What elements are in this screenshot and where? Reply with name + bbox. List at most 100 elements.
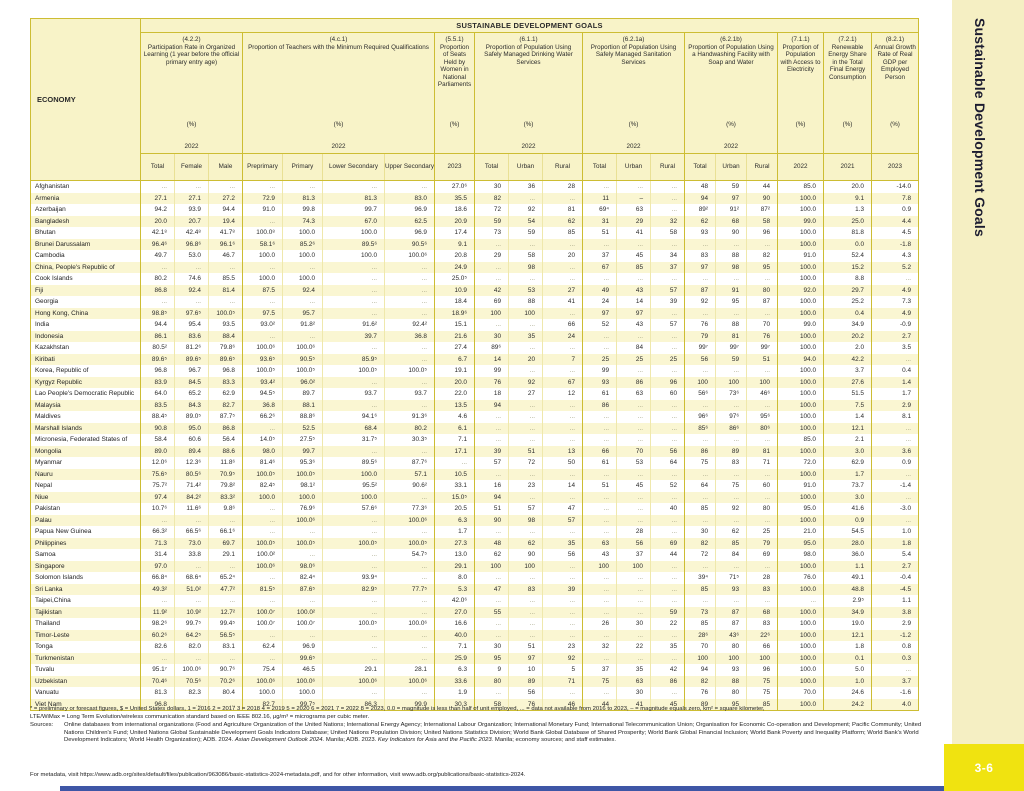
data-cell: ... — [582, 652, 617, 664]
data-cell: 62.9 — [823, 457, 872, 469]
data-cell: ... — [384, 491, 435, 503]
data-cell: 94 — [474, 491, 509, 503]
group-year: 2022 — [723, 143, 738, 150]
data-cell: 57.1 — [384, 468, 435, 480]
subheader-total: Total — [684, 153, 716, 181]
data-cell: ... — [242, 595, 283, 607]
data-cell: 87 — [715, 606, 747, 618]
data-cell: 66 — [746, 641, 778, 653]
data-cell: ... — [322, 514, 385, 526]
data-cell: 100.0⁶ — [174, 664, 209, 676]
group-header-4.c.1: (4.c.1) Proportion of Teachers with the M… — [242, 32, 435, 154]
data-cell: 100.0 — [242, 250, 283, 262]
table-row: Marshall Islands 90.8 95.0 86.8... 52.5 68.4 8… — [30, 422, 920, 434]
table-row: Mongolia 89.0 89.4 88.6 98.0 99.7...... 17.1 39… — [30, 445, 920, 457]
data-cell: ... — [174, 698, 209, 711]
data-cell: 19.4 — [208, 215, 243, 227]
data-cell: 100.0 — [242, 273, 283, 285]
economy-name: Kiribati — [30, 353, 141, 365]
data-cell: 93.0² — [242, 319, 283, 331]
data-cell: 100.0 — [322, 227, 385, 239]
data-cell: 36.0 — [823, 549, 872, 561]
data-cell: ... — [542, 411, 583, 423]
data-cell: 94.0 — [777, 353, 824, 365]
data-cell: ... — [474, 526, 509, 538]
table-row: Viet Nam 96.8...... 82.7 99.7⁵ 86.3 99.9 30.3 5… — [30, 698, 920, 711]
data-cell: ... — [174, 652, 209, 664]
data-cell: ... — [715, 399, 747, 411]
table-row: Myanmar 12.0⁶ 12.3⁶ 11.8⁶ 81.4⁶ 95.3⁶ 89.5⁶ 87.… — [30, 457, 920, 469]
data-cell: 51 — [474, 503, 509, 515]
data-cell: 5.0 — [823, 664, 872, 676]
data-cell: 99.7⁵ — [282, 698, 323, 711]
data-cell: ... — [542, 261, 583, 273]
table-row: Palau............ 100.0⁶... 100.0⁶ 6.3 90 98 5… — [30, 514, 920, 526]
data-cell: ... — [474, 618, 509, 630]
data-cell: 70 — [746, 319, 778, 331]
data-cell: ... — [616, 606, 651, 618]
data-cell: ... — [616, 514, 651, 526]
data-cell: 85.0 — [777, 180, 824, 193]
table-row: Turkmenistan............ 99.6⁵...... 25.9 9… — [30, 652, 920, 664]
table-row: Armenia 27.1 27.1 27.2 72.9 81.3 81.3 83.0 35.5 8… — [30, 192, 920, 204]
data-cell: 51.0² — [174, 583, 209, 595]
data-cell: 9 — [474, 664, 509, 676]
data-cell: 85 — [542, 227, 583, 239]
data-cell: ... — [242, 180, 283, 193]
economy-name: Tonga — [30, 641, 141, 653]
data-cell: ... — [384, 342, 435, 354]
economy-name: Maldives — [30, 411, 141, 423]
data-cell: 90 — [746, 192, 778, 204]
data-cell: 0.1 — [823, 652, 872, 664]
data-cell: 96 — [746, 664, 778, 676]
economy-column-header: ECONOMY — [30, 18, 141, 181]
group-year: 2022 — [184, 143, 199, 150]
data-cell: 72.9 — [242, 192, 283, 204]
data-cell: 19.0 — [823, 618, 872, 630]
data-cell: 66 — [582, 445, 617, 457]
data-cell: 72 — [684, 549, 716, 561]
data-cell: 63 — [616, 388, 651, 400]
group-unit: (%) — [842, 121, 853, 128]
data-cell: 100 — [508, 560, 543, 572]
data-cell: 80 — [715, 687, 747, 699]
data-cell: 86 — [650, 675, 685, 687]
group-title: Proportion of Teachers with the Minimum … — [248, 43, 429, 51]
data-cell: -1.6 — [870, 687, 920, 699]
data-cell: 80.2 — [384, 422, 435, 434]
data-cell: 69 — [746, 549, 778, 561]
data-cell: 89.5⁶ — [322, 457, 385, 469]
data-cell: ... — [282, 629, 323, 641]
data-cell: ... — [542, 687, 583, 699]
data-cell: 30 — [474, 641, 509, 653]
table-row: Vanuatu 81.3 82.3 80.4 100.0 100.0...... 1.9..… — [30, 687, 920, 699]
data-cell: 64.0 — [140, 388, 175, 400]
data-cell: 16 — [474, 480, 509, 492]
data-cell: ... — [684, 434, 716, 446]
data-cell: 98 — [715, 261, 747, 273]
data-cell: 68.4 — [322, 422, 385, 434]
data-cell: 94 — [684, 192, 716, 204]
data-cell: 45 — [616, 480, 651, 492]
data-cell: 29.1 — [434, 560, 475, 572]
data-cell: 100.0 — [777, 365, 824, 377]
data-cell: 7.1 — [434, 434, 475, 446]
data-cell: 86.8 — [208, 422, 243, 434]
data-cell: 100 — [715, 376, 747, 388]
data-cell: ... — [322, 376, 385, 388]
data-cell: 93 — [715, 583, 747, 595]
data-cell: ... — [508, 618, 543, 630]
data-cell: ... — [715, 307, 747, 319]
data-cell: 100 — [684, 652, 716, 664]
economy-name: Nauru — [30, 468, 141, 480]
data-cell: 8.8 — [823, 273, 872, 285]
data-cell: 100.0⁵ — [282, 365, 323, 377]
data-cell: 74.3 — [282, 215, 323, 227]
data-cell: ... — [322, 595, 385, 607]
data-cell: 15.2 — [823, 261, 872, 273]
data-cell: 68 — [715, 215, 747, 227]
data-cell: 85 — [684, 618, 716, 630]
data-cell: 19.1 — [434, 365, 475, 377]
economy-name: Armenia — [30, 192, 141, 204]
data-cell: ... — [508, 434, 543, 446]
